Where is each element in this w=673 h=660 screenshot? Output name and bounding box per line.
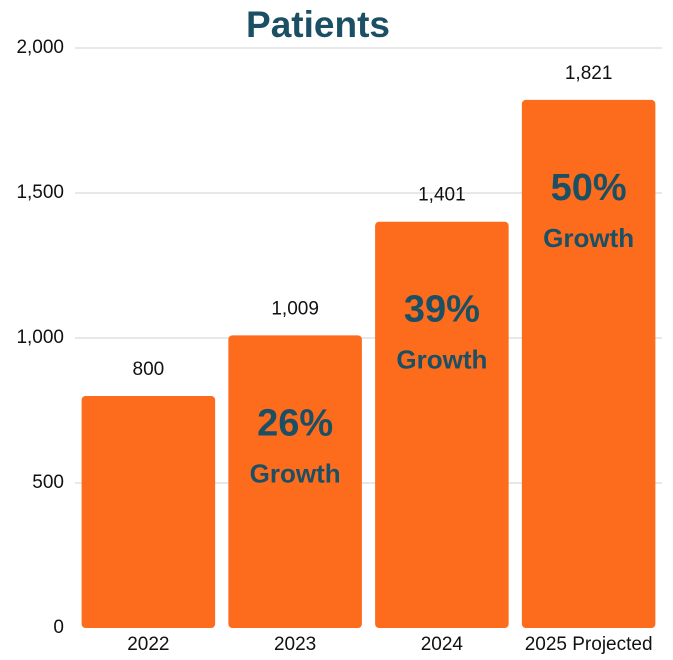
x-tick-label: 2022: [127, 634, 169, 655]
y-tick-label: 500: [32, 472, 64, 493]
growth-label: 26%: [257, 402, 333, 444]
bar: [375, 221, 509, 628]
growth-text: Growth: [250, 458, 341, 488]
y-tick-label: 2,000: [16, 37, 64, 58]
growth-text: Growth: [543, 223, 634, 253]
y-tick-label: 1,500: [16, 182, 64, 203]
growth-label: 50%: [551, 167, 627, 209]
x-tick-label: 2024: [421, 634, 464, 655]
bar: [81, 396, 216, 628]
y-tick-label: 0: [53, 617, 64, 638]
value-label: 1,821: [565, 63, 613, 84]
value-label: 1,401: [418, 185, 466, 206]
chart-title: Patients: [246, 4, 390, 45]
bar: [521, 99, 656, 628]
value-label: 800: [133, 359, 165, 380]
x-tick-label: 2025 Projected: [525, 634, 653, 655]
growth-text: Growth: [396, 345, 487, 375]
y-tick-label: 1,000: [16, 327, 64, 348]
value-label: 1,009: [271, 298, 319, 319]
x-tick-label: 2023: [274, 634, 316, 655]
bar: [228, 335, 362, 628]
growth-label: 39%: [404, 289, 480, 331]
